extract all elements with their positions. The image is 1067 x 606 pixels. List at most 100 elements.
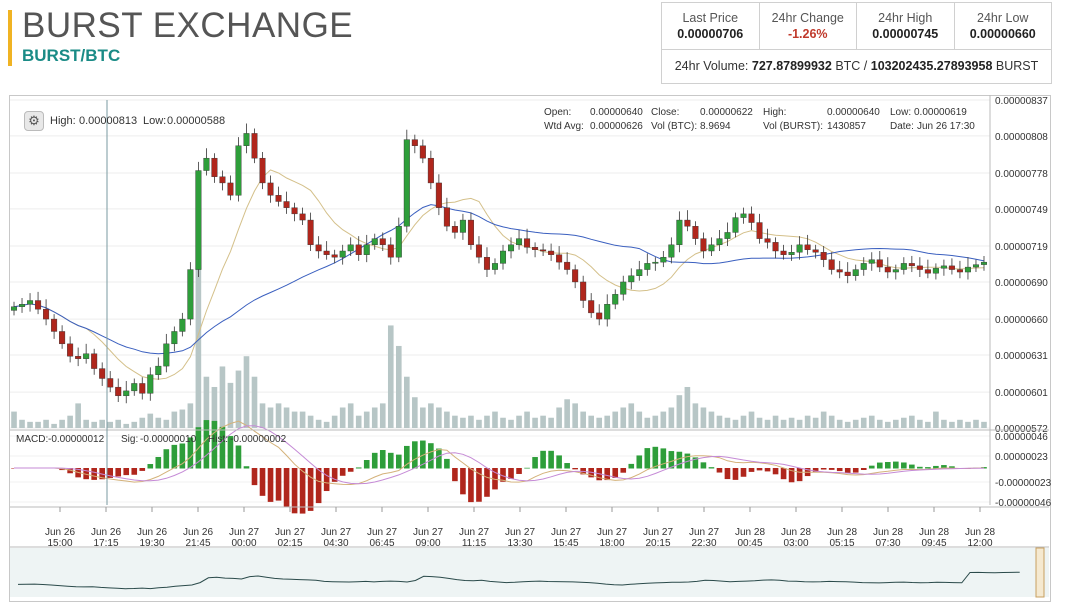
volume-bar (412, 397, 418, 428)
signal-line (14, 425, 984, 485)
volume-bar (35, 421, 41, 428)
macd-hist-bar (131, 468, 138, 475)
x-tick-label: 15:45 (553, 538, 578, 549)
candle (35, 300, 42, 310)
volume-bar (51, 423, 57, 428)
candle (676, 219, 683, 246)
macd-hist-bar (347, 468, 354, 472)
candle (267, 182, 274, 196)
candle (620, 281, 627, 295)
volume-bar (387, 325, 394, 428)
volume-bar (179, 409, 186, 428)
macd-hist-bar (933, 465, 939, 469)
range-high-label: High: (50, 115, 76, 127)
y-tick-label: 0.00000690 (995, 278, 1048, 289)
close-value: 0.00000622 (700, 107, 753, 118)
high-label: 24hr High (878, 11, 933, 25)
macd-hist-bar (925, 467, 931, 469)
macd-value: -0.00000012 (48, 434, 105, 445)
open-value: 0.00000640 (590, 107, 643, 118)
macd-hist-bar (692, 457, 699, 469)
gear-icon[interactable]: ⚙ (24, 111, 44, 131)
volume-bar (99, 419, 105, 428)
price-chart[interactable] (9, 95, 1051, 602)
macd-hist-bar (163, 449, 170, 469)
macd-hist-bar (756, 468, 763, 471)
candle (283, 201, 290, 208)
volbtc-label: Vol (BTC): (651, 121, 697, 132)
macd-hist-bar (740, 468, 747, 477)
x-tick-label: 12:00 (967, 538, 992, 549)
candle (908, 263, 915, 267)
x-tick-label: Jun 27 (689, 527, 719, 538)
candle (475, 244, 482, 258)
macd-hist-bar (700, 462, 707, 469)
candle (580, 281, 587, 301)
candle (700, 238, 707, 252)
last-price-value: 0.00000706 (677, 27, 744, 41)
candle (868, 259, 875, 264)
volume-bar (259, 403, 266, 428)
macd-hist-bar (139, 468, 146, 471)
candle (131, 383, 138, 392)
volume-bar (420, 407, 426, 428)
macd-hist-bar (909, 464, 915, 469)
volume-bar (203, 376, 210, 428)
change-value: -1.26% (787, 27, 828, 41)
candle (323, 250, 330, 255)
sig-label: Sig: (121, 434, 138, 445)
macd-hist-bar (91, 468, 97, 480)
macd-hist-bar (187, 437, 194, 469)
macd-hist-bar (179, 443, 186, 469)
candle (668, 244, 675, 258)
candle (331, 254, 338, 258)
candle (876, 259, 883, 268)
volume-bar (227, 382, 234, 428)
macd-hist-bar (299, 468, 306, 514)
macd-hist-bar (748, 468, 755, 472)
volume-bar (596, 417, 603, 428)
range-high-value: 0.00000813 (79, 115, 137, 127)
candle (179, 318, 186, 332)
macd-hist-bar (307, 468, 314, 511)
macd-hist-bar (363, 460, 370, 469)
volume-bar (468, 415, 474, 428)
macd-hist-bar (323, 468, 330, 492)
candle (115, 386, 122, 397)
volume-bar (428, 403, 434, 428)
macd-hist-bar (227, 436, 234, 469)
macd-hist-bar (291, 468, 298, 514)
volume-bar (644, 417, 651, 428)
candle (67, 343, 74, 357)
candle (187, 269, 194, 320)
macd-hist-bar (644, 448, 651, 469)
candle (427, 157, 434, 184)
volume-bar (339, 407, 346, 428)
volume-burst-unit: BURST (995, 59, 1039, 73)
x-tick-label: Jun 28 (873, 527, 903, 538)
volume-bar (628, 403, 635, 428)
x-tick-label: Jun 26 (183, 527, 213, 538)
volume-bar (893, 419, 899, 428)
x-tick-label: 17:15 (93, 538, 118, 549)
candle (251, 133, 258, 159)
market-stats: Last Price 0.00000706 24hr Change -1.26%… (661, 2, 1052, 84)
x-tick-label: Jun 27 (367, 527, 397, 538)
candle (43, 308, 50, 320)
volume-bar (636, 411, 643, 428)
y-tick-label: 0.00000808 (995, 132, 1048, 143)
x-tick-label: Jun 28 (827, 527, 857, 538)
volume-bar (852, 419, 859, 428)
ma-short-line (13, 169, 985, 380)
candle (299, 213, 306, 221)
volume-bar (484, 415, 490, 428)
volume-bar (19, 419, 25, 428)
macd-hist-bar (652, 446, 659, 469)
low-cell: 24hr Low 0.00000660 (955, 3, 1052, 49)
volume-bar (684, 386, 691, 428)
high-cell: 24hr High 0.00000745 (857, 3, 955, 49)
y-tick-label: 0.00000749 (995, 205, 1048, 216)
volume-bar (395, 345, 402, 428)
candle (564, 261, 571, 270)
